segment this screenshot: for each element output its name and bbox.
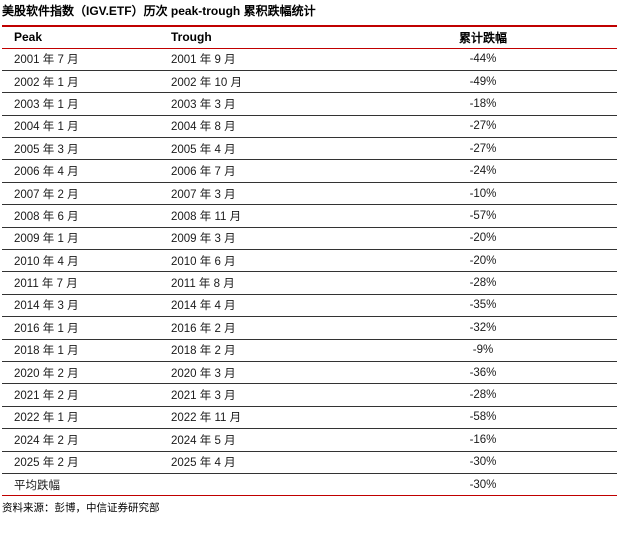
peak-cell: 2003 年 1 月	[14, 98, 79, 111]
trough-cell: 2006 年 7 月	[171, 166, 236, 179]
table-title: 美股软件指数（IGV.ETF）历次 peak-trough 累积跌幅统计	[2, 4, 316, 18]
decline-cell: -18%	[469, 97, 497, 110]
decline-cell: -30%	[469, 456, 497, 469]
decline-cell: -44%	[469, 53, 497, 66]
trough-cell: 2010 年 6 月	[171, 255, 236, 268]
table-row: 2007 年 2 月 2007 年 3 月 -10%	[2, 182, 617, 205]
decline-cell: -9%	[472, 344, 494, 357]
decline-cell: -20%	[469, 232, 497, 245]
report-table-figure: 美股软件指数（IGV.ETF）历次 peak-trough 累积跌幅统计 Pea…	[2, 4, 617, 515]
decline-cell: -30%	[469, 478, 497, 491]
peak-cell: 2025 年 2 月	[14, 457, 79, 470]
decline-cell: -28%	[469, 389, 497, 402]
decline-cell: -49%	[469, 75, 497, 88]
trough-cell: 2011 年 8 月	[171, 278, 235, 291]
column-header-trough: Trough	[171, 30, 212, 45]
peak-cell: 2011 年 7 月	[14, 278, 78, 291]
decline-cell: -32%	[469, 321, 497, 334]
peak-cell: 2001 年 7 月	[14, 54, 79, 67]
table-header-row: Peak Trough 累计跌幅	[2, 26, 617, 48]
decline-cell: -36%	[469, 366, 497, 379]
trough-cell: 2025 年 4 月	[171, 457, 236, 470]
table-row: 2005 年 3 月 2005 年 4 月 -27%	[2, 138, 617, 160]
table-row: 2008 年 6 月 2008 年 11 月 -57%	[2, 205, 617, 228]
peak-cell: 2024 年 2 月	[14, 434, 79, 447]
peak-cell: 2010 年 4 月	[14, 255, 79, 268]
trough-cell: 2014 年 4 月	[171, 300, 236, 313]
table-row: 2014 年 3 月 2014 年 4 月 -35%	[2, 294, 617, 317]
peak-cell: 2014 年 3 月	[14, 300, 79, 313]
peak-cell: 2008 年 6 月	[14, 210, 79, 223]
decline-cell: -16%	[469, 433, 497, 446]
decline-cell: -58%	[469, 411, 497, 424]
trough-cell	[159, 473, 349, 495]
table-row: 2002 年 1 月 2002 年 10 月 -49%	[2, 70, 617, 93]
table-header: Peak Trough 累计跌幅	[2, 26, 617, 48]
trough-cell: 2008 年 11 月	[171, 210, 242, 223]
trough-cell: 2001 年 9 月	[171, 54, 236, 67]
trough-cell: 2002 年 10 月	[171, 76, 242, 89]
table-row: 2010 年 4 月 2010 年 6 月 -20%	[2, 250, 617, 272]
column-header-peak: Peak	[14, 30, 43, 45]
source-note: 资料来源：彭博，中信证券研究部	[2, 502, 160, 515]
column-header-decline: 累计跌幅	[458, 30, 507, 45]
decline-cell: -27%	[469, 142, 497, 155]
decline-cell: -24%	[469, 165, 497, 178]
peak-trough-table: Peak Trough 累计跌幅 2001 年 7 月 2001 年 9 月 -44…	[2, 25, 617, 496]
table-row: 2016 年 1 月 2016 年 2 月 -32%	[2, 317, 617, 340]
peak-cell: 2004 年 1 月	[14, 121, 79, 134]
table-row: 2003 年 1 月 2003 年 3 月 -18%	[2, 93, 617, 116]
table-row: 2001 年 7 月 2001 年 9 月 -44%	[2, 48, 617, 71]
trough-cell: 2003 年 3 月	[171, 98, 236, 111]
table-row: 2024 年 2 月 2024 年 5 月 -16%	[2, 429, 617, 452]
table-row: 2022 年 1 月 2022 年 11 月 -58%	[2, 406, 617, 429]
table-row: 2006 年 4 月 2006 年 7 月 -24%	[2, 160, 617, 183]
peak-cell: 2022 年 1 月	[14, 412, 79, 425]
table-row: 2025 年 2 月 2025 年 4 月 -30%	[2, 451, 617, 474]
table-row: 2021 年 2 月 2021 年 3 月 -28%	[2, 384, 617, 407]
peak-cell: 2005 年 3 月	[14, 143, 79, 156]
table-row: 2004 年 1 月 2004 年 8 月 -27%	[2, 115, 617, 138]
peak-cell: 2002 年 1 月	[14, 76, 79, 89]
peak-cell: 2007 年 2 月	[14, 188, 79, 201]
trough-cell: 2024 年 5 月	[171, 434, 236, 447]
trough-cell: 2021 年 3 月	[171, 390, 236, 403]
trough-cell: 2020 年 3 月	[171, 367, 236, 380]
decline-cell: -28%	[469, 277, 497, 290]
decline-cell: -10%	[469, 187, 497, 200]
peak-cell: 2016 年 1 月	[14, 322, 79, 335]
table-row: 2020 年 2 月 2020 年 3 月 -36%	[2, 361, 617, 384]
decline-cell: -35%	[469, 299, 497, 312]
table-row: 2018 年 1 月 2018 年 2 月 -9%	[2, 339, 617, 362]
peak-cell: 2006 年 4 月	[14, 166, 79, 179]
trough-cell: 2007 年 3 月	[171, 188, 236, 201]
table-row: 2009 年 1 月 2009 年 3 月 -20%	[2, 227, 617, 250]
peak-cell: 2018 年 1 月	[14, 345, 79, 358]
trough-cell: 2005 年 4 月	[171, 143, 236, 156]
decline-cell: -57%	[469, 209, 497, 222]
table-body: 2001 年 7 月 2001 年 9 月 -44% 2002 年 1 月 2002 年…	[2, 48, 617, 496]
decline-cell: -27%	[469, 120, 497, 133]
trough-cell: 2009 年 3 月	[171, 233, 236, 246]
peak-cell: 2021 年 2 月	[14, 390, 79, 403]
peak-cell: 2009 年 1 月	[14, 233, 79, 246]
peak-cell: 2020 年 2 月	[14, 367, 79, 380]
trough-cell: 2004 年 8 月	[171, 121, 236, 134]
table-row-average: 平均跌幅 -30%	[2, 473, 617, 496]
decline-cell: -20%	[469, 254, 497, 267]
trough-cell: 2022 年 11 月	[171, 412, 242, 425]
peak-cell: 平均跌幅	[14, 479, 60, 492]
trough-cell: 2016 年 2 月	[171, 322, 236, 335]
table-row: 2011 年 7 月 2011 年 8 月 -28%	[2, 272, 617, 295]
trough-cell: 2018 年 2 月	[171, 345, 236, 358]
